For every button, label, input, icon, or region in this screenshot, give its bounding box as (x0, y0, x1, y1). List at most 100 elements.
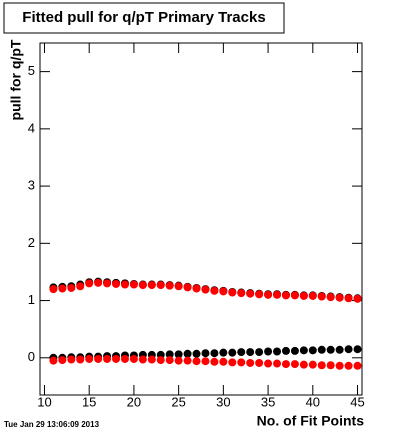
point (317, 292, 326, 301)
point (165, 350, 174, 359)
point (120, 280, 129, 289)
point (129, 280, 138, 289)
point (273, 359, 282, 368)
point (147, 355, 156, 364)
point (219, 348, 228, 357)
point (94, 354, 103, 363)
point (255, 348, 264, 357)
point (103, 279, 112, 288)
point (299, 360, 308, 369)
y-tick-label: 4 (28, 120, 35, 135)
point (165, 356, 174, 365)
title-box (3, 2, 285, 34)
point (290, 291, 299, 300)
timestamp: Tue Jan 29 13:06:09 2013 (4, 420, 100, 429)
point (210, 286, 219, 295)
x-tick-label: 35 (261, 394, 275, 409)
point (299, 291, 308, 300)
point (201, 357, 210, 366)
x-tick-label: 25 (171, 394, 185, 409)
point (246, 289, 255, 298)
point (344, 345, 353, 354)
x-tick-label: 30 (216, 394, 230, 409)
point (49, 285, 58, 294)
point (255, 358, 264, 367)
point (335, 361, 344, 370)
point (237, 358, 246, 367)
point (174, 282, 183, 291)
x-tick-label: 15 (82, 394, 96, 409)
point (264, 359, 273, 368)
point (219, 357, 228, 366)
point (120, 354, 129, 363)
point (85, 279, 94, 288)
point (183, 356, 192, 365)
point (210, 357, 219, 366)
point (183, 283, 192, 292)
point (335, 293, 344, 302)
y-tick-label: 3 (28, 178, 35, 193)
point (264, 347, 273, 356)
point (290, 360, 299, 369)
point (317, 361, 326, 370)
point (326, 293, 335, 302)
x-tick-label: 10 (37, 394, 51, 409)
point (237, 289, 246, 298)
point (281, 360, 290, 369)
point (165, 281, 174, 290)
plot-frame (39, 42, 363, 396)
x-tick-label: 20 (127, 394, 141, 409)
point (58, 356, 67, 365)
point (76, 355, 85, 364)
point (49, 356, 58, 365)
point (192, 349, 201, 358)
point (255, 290, 264, 299)
point (156, 356, 165, 365)
point (353, 345, 362, 354)
point (264, 290, 273, 299)
point (192, 284, 201, 293)
point (326, 361, 335, 370)
point (219, 287, 228, 296)
point (201, 349, 210, 358)
x-axis-label: No. of Fit Points (257, 413, 365, 429)
point (344, 294, 353, 303)
point (76, 282, 85, 291)
point (201, 285, 210, 294)
chart-title: Fitted pull for q/pT Primary Tracks (22, 9, 265, 26)
point (299, 346, 308, 355)
point (147, 281, 156, 290)
point (344, 361, 353, 370)
point (326, 345, 335, 354)
point (112, 279, 121, 288)
point (308, 346, 317, 355)
point (94, 278, 103, 287)
point (58, 284, 67, 293)
point (353, 361, 362, 370)
x-tick-label: 40 (306, 394, 320, 409)
point (353, 294, 362, 303)
point (317, 345, 326, 354)
point (246, 348, 255, 357)
point (308, 360, 317, 369)
point (228, 348, 237, 357)
point (67, 283, 76, 292)
point (112, 354, 121, 363)
point (183, 349, 192, 358)
point (174, 356, 183, 365)
point (85, 354, 94, 363)
point (246, 358, 255, 367)
point (335, 345, 344, 354)
point (138, 355, 147, 364)
point (103, 354, 112, 363)
point (281, 291, 290, 300)
point (273, 347, 282, 356)
point (138, 281, 147, 290)
point (290, 346, 299, 355)
point (210, 349, 219, 358)
point (308, 291, 317, 300)
point (228, 358, 237, 367)
point (67, 355, 76, 364)
x-tick-label: 45 (350, 394, 364, 409)
y-tick-label: 2 (28, 235, 35, 250)
